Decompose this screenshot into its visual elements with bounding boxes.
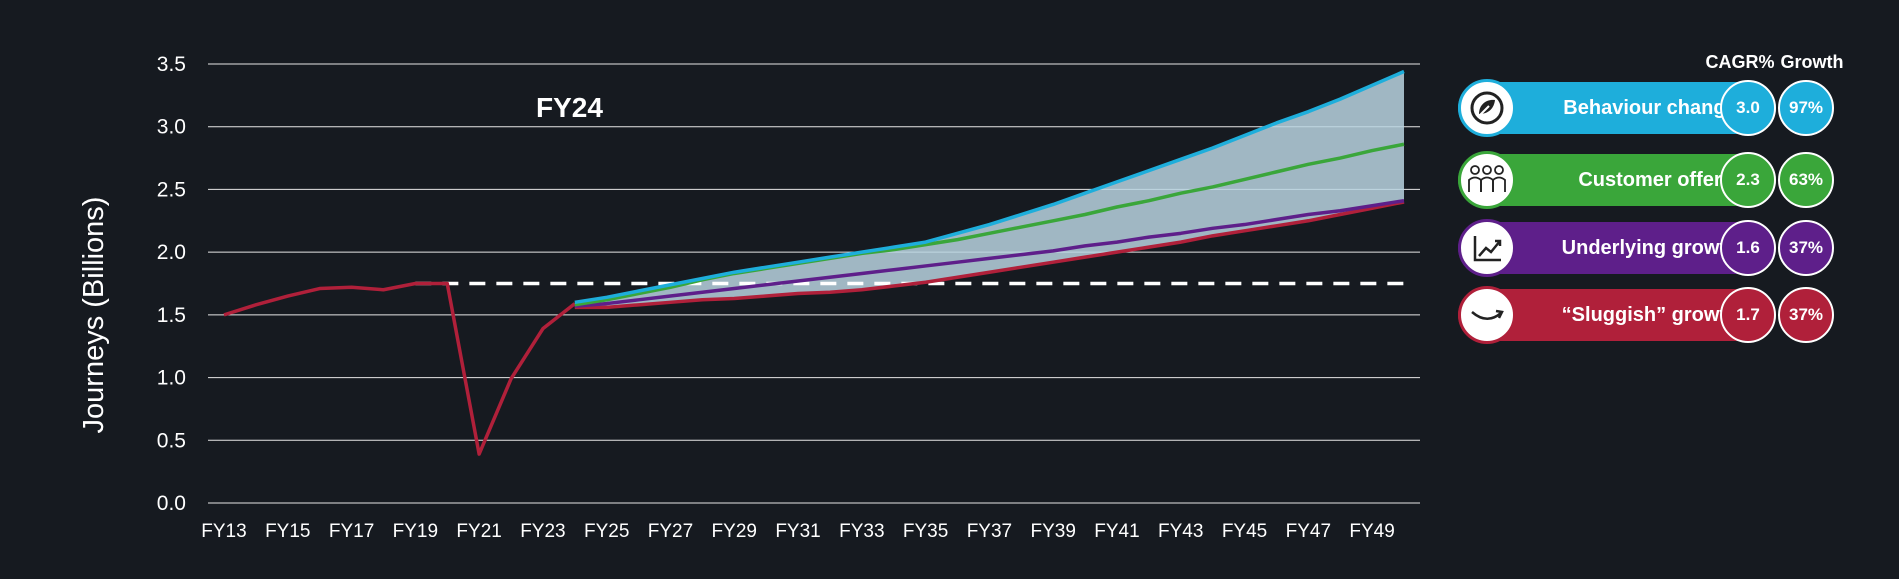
y-tick-label: 0.5: [157, 429, 186, 452]
x-tick-label: FY43: [1158, 521, 1203, 542]
x-tick-label: FY25: [584, 521, 629, 542]
fy24-annotation: FY24: [536, 92, 603, 123]
legend-item-sluggish-growth: “Sluggish” growth 1.7 37%: [1458, 286, 1838, 344]
y-tick-label: 2.5: [157, 178, 186, 201]
x-tick-label: FY37: [967, 521, 1012, 542]
series-line-2: [574, 198, 1405, 308]
line-chart-icon: [1458, 219, 1516, 277]
x-tick-label: FY27: [648, 521, 693, 542]
x-tick-label: FY45: [1222, 521, 1267, 542]
x-tick-label: FY21: [456, 521, 501, 542]
x-tick-label: FY49: [1349, 521, 1394, 542]
series-line-3: [574, 200, 1405, 310]
x-tick-label: FY19: [393, 521, 438, 542]
x-tick-label: FY31: [775, 521, 820, 542]
x-tick-label: FY47: [1286, 521, 1331, 542]
x-axis-ticks: FY13 FY15 FY17 FY19 FY21 FY23 FY25 FY27 FY29 FY31…: [201, 521, 1395, 542]
growth-value: 63%: [1778, 152, 1834, 208]
legend-label: Customer offer: [1578, 168, 1722, 191]
y-tick-label: 1.0: [157, 367, 186, 390]
leaf-recycle-icon: [1458, 79, 1516, 137]
y-tick-label: 3.5: [157, 53, 186, 76]
y-tick-label: 3.0: [157, 116, 186, 139]
growth-header: Growth: [1780, 52, 1844, 72]
x-tick-label: FY15: [265, 521, 310, 542]
people-group-icon: [1458, 151, 1516, 209]
growth-value: 37%: [1778, 220, 1834, 276]
x-tick-label: FY33: [839, 521, 884, 542]
cagr-value: 3.0: [1720, 80, 1776, 136]
curved-arrow-icon: [1458, 286, 1516, 344]
series-lines: [223, 69, 1405, 456]
x-tick-label: FY29: [712, 521, 757, 542]
legend-label: Underlying growth: [1561, 236, 1739, 259]
x-tick-label: FY17: [329, 521, 374, 542]
x-tick-label: FY35: [903, 521, 948, 542]
legend-label: “Sluggish” growth: [1561, 303, 1739, 326]
legend-label: Behaviour change: [1563, 96, 1737, 119]
y-tick-label: 2.0: [157, 241, 186, 264]
gridlines: [208, 63, 1420, 504]
y-tick-label: 0.0: [157, 492, 186, 515]
y-axis-ticks: 0.0 0.5 1.0 1.5 2.0 2.5 3.0 3.5: [157, 53, 186, 515]
history-line: [223, 281, 576, 456]
legend-item-underlying-growth: Underlying growth 1.6 37%: [1458, 219, 1838, 277]
legend-item-customer-offer: Customer offer 2.3 63%: [1458, 151, 1838, 209]
x-tick-label: FY13: [201, 521, 246, 542]
growth-value: 37%: [1778, 287, 1834, 343]
x-tick-label: FY41: [1094, 521, 1139, 542]
y-axis-label: Journeys (Billions): [78, 197, 110, 434]
legend-item-behaviour-change: Behaviour change 3.0 97%: [1458, 79, 1838, 137]
x-tick-label: FY23: [520, 521, 565, 542]
growth-value: 97%: [1778, 80, 1834, 136]
cagr-header: CAGR%: [1705, 52, 1775, 72]
cagr-value: 2.3: [1720, 152, 1776, 208]
series-line-0: [574, 69, 1405, 305]
cagr-value: 1.6: [1720, 220, 1776, 276]
x-tick-label: FY39: [1030, 521, 1075, 542]
y-tick-label: 1.5: [157, 304, 186, 327]
cagr-value: 1.7: [1720, 287, 1776, 343]
